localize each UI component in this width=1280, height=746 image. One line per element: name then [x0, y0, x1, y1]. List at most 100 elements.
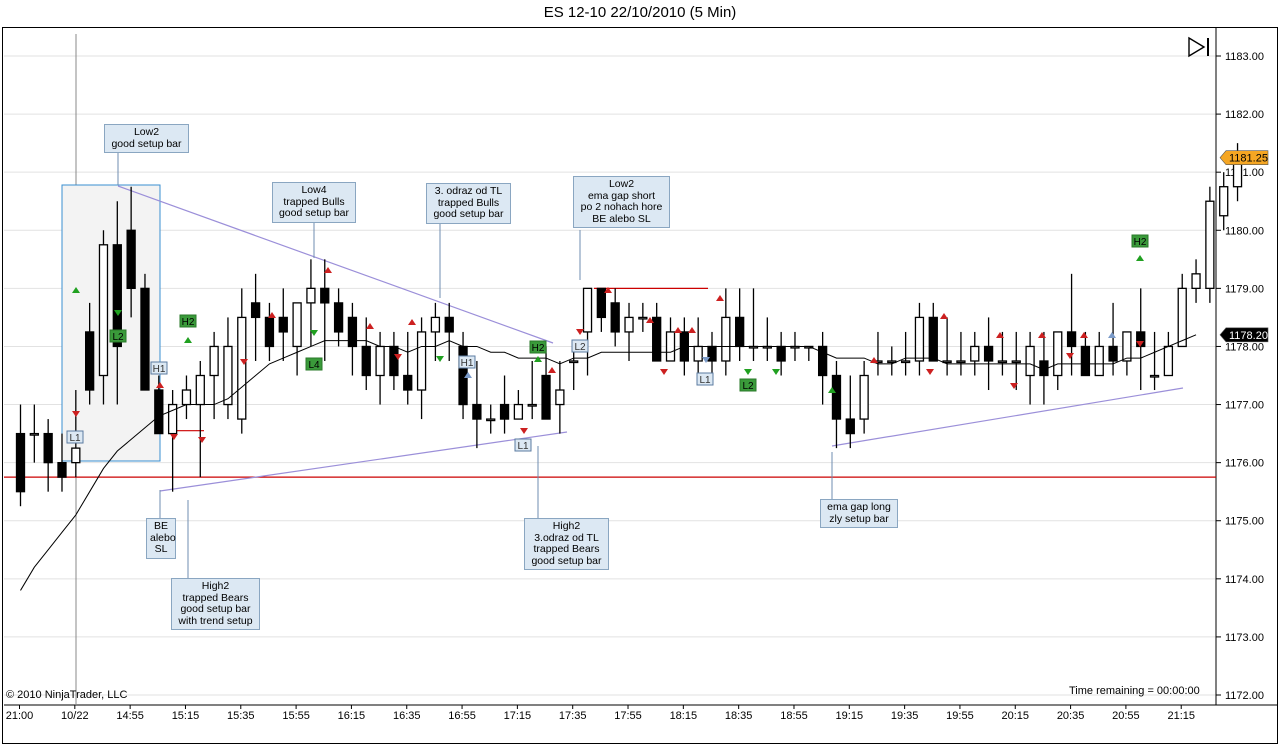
signal-tag-box	[305, 357, 323, 371]
signal-triangle	[1010, 383, 1018, 389]
candle-body-down	[15, 432, 26, 493]
candle	[223, 317, 233, 420]
skip-to-end-button[interactable]	[1186, 36, 1212, 58]
candle	[403, 331, 413, 405]
signal-tag-label: H2	[182, 317, 195, 328]
signal-tag-l1: L1	[514, 438, 532, 452]
candle	[652, 302, 662, 362]
signal-tag-box	[696, 372, 714, 386]
x-tick-label: 10/22	[61, 710, 89, 722]
signal-tag-box	[66, 430, 84, 444]
candle	[513, 390, 524, 420]
ema-price-marker-shape	[1219, 327, 1269, 343]
candle	[997, 331, 1008, 376]
candle	[776, 331, 786, 376]
signal-triangle	[548, 367, 556, 373]
y-tick-label: 1173.00	[1225, 632, 1264, 644]
candle	[347, 302, 358, 376]
signal-tag-label: L1	[69, 433, 81, 444]
y-tick-label: 1183.00	[1225, 51, 1264, 63]
trendline	[831, 387, 1184, 447]
signal-tag-l1: L1	[66, 430, 84, 444]
candle	[707, 331, 717, 376]
candle	[1066, 273, 1077, 376]
candle-body-up	[569, 360, 579, 364]
candle-body-up	[638, 316, 648, 320]
candle	[416, 317, 427, 420]
x-tick-label: 16:55	[448, 710, 476, 722]
x-tick-label: 17:15	[504, 710, 532, 722]
signal-triangle	[688, 327, 696, 333]
candle-body-down	[1066, 331, 1077, 348]
ema-price-marker-label: 1178.20	[1229, 330, 1268, 342]
signal-triangle	[324, 267, 332, 273]
annotation-low2-setup: Low2 good setup bar	[104, 124, 189, 153]
candle-body-down	[43, 432, 53, 464]
signal-triangle	[744, 369, 752, 375]
candle-body-down	[831, 374, 842, 420]
signal-tag-box	[529, 340, 547, 354]
signal-tag-box	[458, 355, 476, 369]
x-tick-label: 17:35	[559, 710, 587, 722]
signal-triangle	[1136, 341, 1144, 347]
candle	[1205, 186, 1215, 303]
signal-tag-l2: L2	[109, 329, 127, 343]
candle-body-up	[375, 345, 385, 377]
candle-body-down	[389, 345, 399, 377]
candle	[873, 331, 883, 376]
y-tick-label: 1178.00	[1225, 341, 1264, 353]
candle-body-down	[140, 287, 150, 391]
candle-body-down	[596, 287, 607, 319]
candle-body-up	[1122, 331, 1132, 362]
candle-body-up	[956, 360, 966, 364]
candle-body-down	[126, 229, 136, 290]
candle	[444, 302, 454, 361]
annotation-tl-bounce-short: 3. odraz od TL trapped Bulls good setup …	[426, 183, 511, 224]
signal-tag-label: L1	[517, 441, 529, 452]
candle-body-up	[306, 287, 316, 304]
x-tick-label: 19:15	[836, 710, 864, 722]
signal-tag-label: L4	[308, 360, 320, 371]
ema-line	[20, 334, 1197, 591]
signal-triangle	[646, 317, 654, 323]
x-tick-label: 19:55	[946, 710, 974, 722]
candle-body-up	[98, 244, 109, 377]
x-tick-label: 20:15	[1001, 710, 1029, 722]
candle-body-up	[292, 302, 302, 348]
signal-triangle	[394, 354, 402, 360]
candle-body-up	[527, 403, 537, 407]
signal-triangle	[716, 295, 724, 301]
signal-triangle	[604, 287, 612, 293]
candle	[57, 433, 67, 492]
chart-frame	[2, 27, 1278, 744]
candle	[375, 331, 385, 405]
candle	[970, 331, 980, 376]
candle-body-up	[1219, 186, 1229, 217]
candle	[15, 404, 26, 507]
x-tick-label: 18:55	[780, 710, 808, 722]
candle	[1219, 172, 1229, 231]
annotation-ema-gap-long: ema gap long zly setup bar	[820, 499, 898, 528]
x-tick-label: 15:55	[282, 710, 310, 722]
candle-body-down	[57, 461, 67, 478]
signal-tag-h2: H2	[179, 314, 197, 328]
candle	[1094, 331, 1104, 377]
y-tick-label: 1177.00	[1225, 400, 1264, 412]
candle-body-up	[693, 345, 703, 362]
signal-tag-box	[179, 314, 197, 328]
candle	[721, 288, 731, 376]
signal-triangle	[674, 327, 682, 333]
candle-body-up	[582, 287, 593, 333]
signal-triangle	[310, 330, 318, 336]
candle	[472, 360, 482, 449]
candle-body-up	[1149, 374, 1160, 378]
x-tick-label: 16:15	[338, 710, 366, 722]
candle-body-up	[29, 432, 39, 436]
candle	[527, 360, 537, 420]
signal-triangle	[828, 387, 836, 393]
candle-body-up	[970, 345, 980, 362]
candle-body-up	[1053, 331, 1063, 377]
candle	[1011, 331, 1021, 391]
x-tick-label: 18:15	[670, 710, 698, 722]
